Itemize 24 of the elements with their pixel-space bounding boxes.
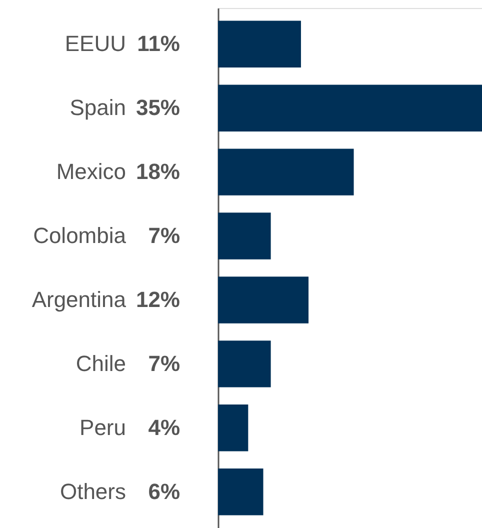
- data-label: 35%: [136, 95, 180, 120]
- data-label: 12%: [136, 286, 180, 312]
- data-label: 7%: [148, 350, 180, 376]
- data-label: 18%: [136, 159, 180, 184]
- bar: [218, 276, 309, 324]
- bar: [218, 468, 264, 516]
- bar: [218, 20, 301, 68]
- y-tick-label: Chile: [76, 350, 126, 376]
- y-tick-label: Mexico: [56, 159, 126, 184]
- y-tick-label: Colombia: [33, 223, 127, 248]
- y-tick-label: Peru: [80, 414, 126, 440]
- bar: [218, 340, 271, 388]
- y-tick-label: Spain: [70, 95, 126, 120]
- data-label: 7%: [148, 223, 180, 248]
- bar: [218, 148, 354, 196]
- bar: [218, 84, 482, 132]
- y-tick-label: Others: [60, 478, 126, 504]
- data-label: 4%: [148, 414, 180, 440]
- data-label: 6%: [148, 478, 180, 504]
- y-tick-label: Argentina: [32, 286, 127, 312]
- data-label: 11%: [137, 31, 180, 56]
- bar: [218, 212, 271, 260]
- y-tick-label: EEUU: [64, 31, 126, 56]
- bar: [218, 404, 248, 452]
